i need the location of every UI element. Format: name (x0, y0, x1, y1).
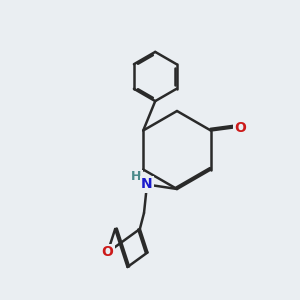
Text: H: H (131, 170, 142, 184)
Text: O: O (102, 245, 113, 260)
Text: O: O (234, 121, 246, 134)
Text: N: N (141, 178, 153, 191)
